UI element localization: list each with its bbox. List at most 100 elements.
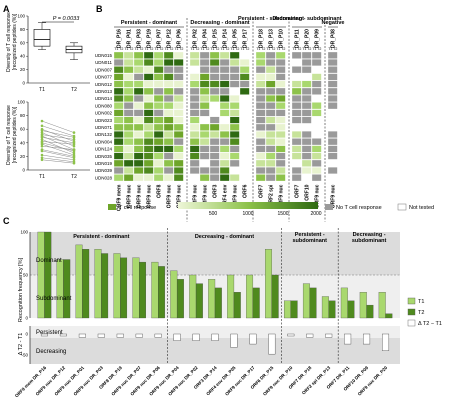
heat-cell [190,88,199,95]
heat-cell [154,66,163,73]
heat-cell [200,59,209,66]
heat-cell [256,160,265,167]
bar-t2 [310,288,317,318]
heat-cell [154,88,163,95]
heat-cell [114,160,123,167]
heat-cell [134,153,143,160]
c-group-title: Persistent - dominant [73,234,129,240]
heat-cell [200,146,209,153]
panel-a-lineplot: Diversity of T cell response [recognized… [6,100,90,181]
heat-cell [312,138,321,145]
heat-cell [154,153,163,160]
boxplot-ytick: 20 [20,67,26,72]
heat-cell [114,66,123,73]
orf-label: ORF7 [295,184,301,198]
line-point-t1 [41,145,44,148]
heat-cell [328,66,337,73]
peptide-label: DR_P14 [223,29,229,48]
heat-cell [124,88,133,95]
tp-label: T1 [266,47,270,51]
heat-cell [144,160,153,167]
heat-cell [190,153,199,160]
heat-cell [210,124,219,131]
bar-t1 [76,245,83,318]
heat-cell [256,102,265,109]
heat-cell [256,138,265,145]
tp-label: T1 [210,47,214,51]
legend-no-response: No T cell response [336,205,382,211]
heat-cell [154,102,163,109]
heat-cell [220,66,229,73]
heat-cell [190,146,199,153]
line-series [42,155,74,160]
heat-cell [302,160,311,167]
lineplot-xtick-t2: T2 [71,174,77,180]
heat-cell [144,88,153,95]
heat-cell [190,74,199,81]
legend-tick-500: 500 [209,211,218,217]
line-point-t1 [41,120,44,123]
heat-cell [266,117,275,124]
heat-cell [292,74,301,81]
heat-cell [124,160,133,167]
heat-cell [230,117,239,124]
heat-cell [134,110,143,117]
heat-cell [154,131,163,138]
orf-label: ORF8 [157,184,163,198]
c-legend-t1: T1 [418,299,424,305]
heat-cell [174,110,183,117]
heat-cell [164,88,173,95]
heat-cell [164,117,173,124]
heat-cell [256,153,265,160]
heat-cell [230,174,239,181]
peptide-label: DR_P13 [269,29,275,48]
heat-cell [230,102,239,109]
heat-cell [230,167,239,174]
tp-label: T1 [114,47,118,51]
tp-label: T1 [292,47,296,51]
heat-cell [124,74,133,81]
heat-cell [276,88,285,95]
panel-b-heatmap: Persistent - dominantDecreasing - domina… [95,16,345,222]
tp-label: T2 [307,47,311,51]
heat-cell [220,95,229,102]
bar-t1 [133,258,140,318]
heat-cell [114,74,123,81]
tp-label: T2 [235,47,239,51]
heat-cell [154,81,163,88]
heat-cell [134,52,143,59]
heat-cell [276,66,285,73]
heat-cell [164,138,173,145]
line-series [42,160,74,163]
heat-cell [144,153,153,160]
donor-label: UDN007 [95,67,113,72]
tp-label: T2 [119,47,123,51]
heat-cell [240,95,249,102]
heat-cell [164,160,173,167]
c-xtick: ORF9 mem DR_P16 [14,365,48,399]
heat-cell [276,59,285,66]
tp-label: T2 [159,47,163,51]
heat-cell [144,81,153,88]
heat-cell [230,95,239,102]
heat-cell [240,59,249,66]
heat-cell [312,174,321,181]
heat-cell [174,131,183,138]
heat-cell [266,110,275,117]
heat-cell [144,117,153,124]
heat-cell [190,167,199,174]
heat-cell [124,167,133,174]
heat-cell [292,110,301,117]
heat-cell [292,95,301,102]
heat-cell [200,167,209,174]
heat-cell [276,102,285,109]
heat-cell [256,66,265,73]
heat-cell [256,124,265,131]
heat-cell [276,131,285,138]
heat-cell [144,167,153,174]
heat-cell [230,59,239,66]
heat-cell [240,138,249,145]
heat-cell [220,117,229,124]
boxplot-boxes: 100806040200 [17,14,82,86]
